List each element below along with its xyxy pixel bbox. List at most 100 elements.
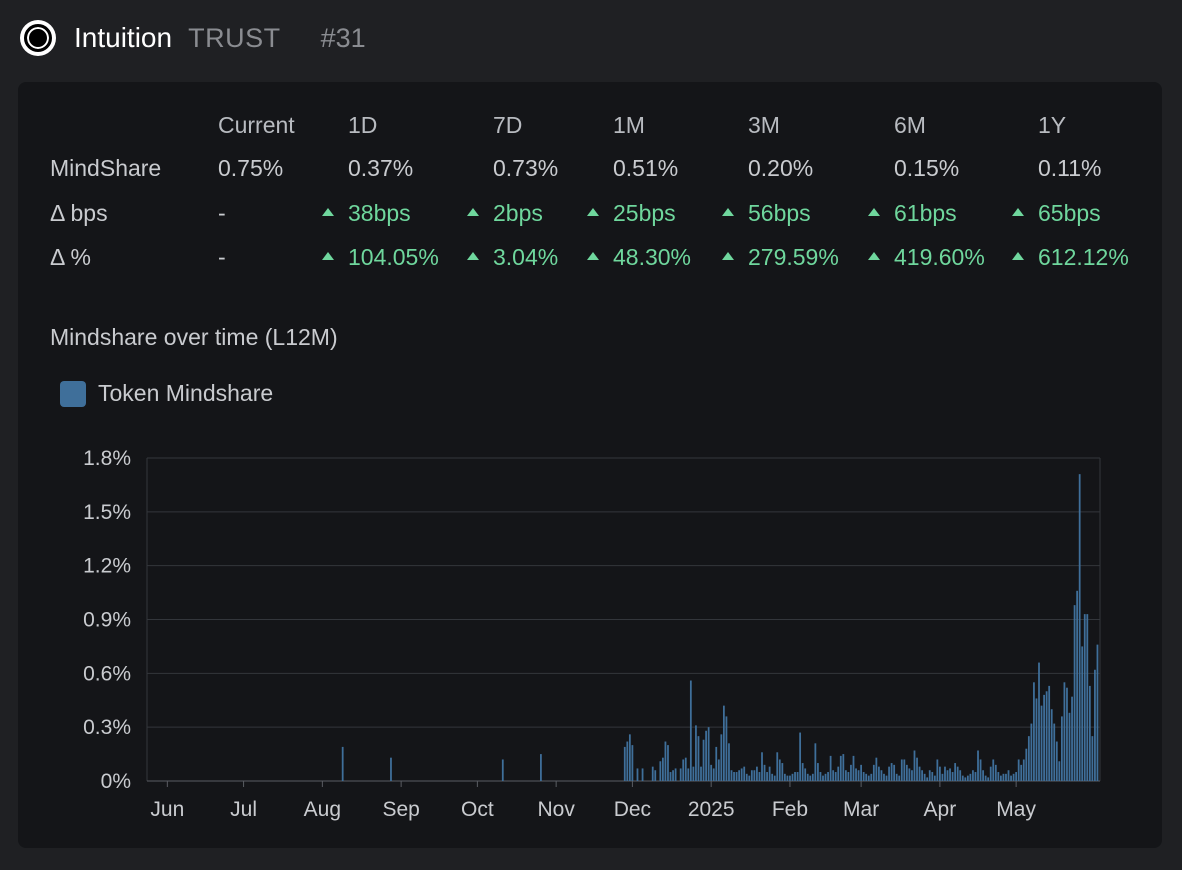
bar[interactable] — [984, 775, 987, 781]
bar[interactable] — [966, 775, 969, 781]
bar[interactable] — [928, 770, 931, 781]
bar[interactable] — [850, 764, 852, 781]
bar[interactable] — [540, 754, 542, 781]
bar[interactable] — [1076, 590, 1079, 781]
bar[interactable] — [1015, 772, 1018, 781]
bar[interactable] — [956, 766, 959, 781]
bar[interactable] — [860, 764, 863, 781]
bar[interactable] — [977, 750, 979, 781]
bar[interactable] — [654, 770, 657, 781]
bar[interactable] — [908, 768, 911, 781]
bar[interactable] — [832, 770, 835, 781]
bar[interactable] — [1010, 775, 1012, 781]
bar[interactable] — [1063, 682, 1066, 781]
bar[interactable] — [766, 772, 768, 781]
bar[interactable] — [758, 772, 761, 781]
bar[interactable] — [669, 772, 672, 781]
bar[interactable] — [1002, 773, 1005, 781]
bar[interactable] — [794, 772, 796, 781]
bar[interactable] — [628, 734, 631, 781]
bar[interactable] — [817, 763, 819, 781]
mindshare-bar-chart[interactable]: 0% 0.3% 0.6% 0.9% 1.2% 1.5% 1.8% Jun Jul Aug Sep Oc… — [18, 82, 1162, 848]
bar[interactable] — [692, 766, 695, 781]
bar[interactable] — [1096, 644, 1099, 781]
legend-label[interactable]: Token Mindshare — [98, 380, 274, 406]
bar[interactable] — [939, 766, 941, 781]
bar[interactable] — [743, 766, 746, 781]
bar[interactable] — [875, 757, 878, 781]
bar[interactable] — [911, 770, 913, 781]
bar[interactable] — [870, 773, 873, 781]
bar[interactable] — [857, 770, 860, 781]
bar[interactable] — [390, 757, 392, 781]
bar[interactable] — [659, 761, 662, 781]
bar[interactable] — [893, 764, 896, 781]
chart-legend[interactable]: Token Mindshare — [60, 380, 273, 407]
bar[interactable] — [687, 768, 690, 781]
bar[interactable] — [969, 773, 972, 781]
bar[interactable] — [834, 772, 837, 781]
bar[interactable] — [903, 759, 906, 781]
bar[interactable] — [1025, 748, 1028, 781]
bar[interactable] — [1022, 759, 1025, 781]
bar[interactable] — [1027, 736, 1030, 781]
legend-swatch-icon[interactable] — [60, 380, 86, 407]
bar[interactable] — [837, 766, 840, 781]
bar[interactable] — [756, 766, 758, 781]
bar[interactable] — [781, 763, 784, 781]
bar[interactable] — [636, 768, 639, 781]
bar[interactable] — [1068, 712, 1071, 781]
bar[interactable] — [880, 770, 883, 781]
bar[interactable] — [1071, 696, 1073, 781]
bar[interactable] — [819, 772, 822, 781]
bar[interactable] — [786, 775, 789, 781]
bar[interactable] — [822, 775, 824, 781]
bar[interactable] — [773, 775, 776, 781]
bar[interactable] — [1066, 687, 1068, 781]
bar[interactable] — [1086, 614, 1089, 781]
bar[interactable] — [923, 773, 926, 781]
bar[interactable] — [1045, 691, 1048, 781]
bar[interactable] — [949, 768, 951, 781]
bar[interactable] — [933, 775, 936, 781]
bar[interactable] — [667, 745, 669, 781]
bar[interactable] — [700, 766, 702, 781]
bar[interactable] — [740, 768, 743, 781]
bar[interactable] — [695, 725, 697, 781]
bar[interactable] — [972, 770, 974, 781]
bar[interactable] — [961, 775, 964, 781]
bar[interactable] — [872, 764, 875, 781]
bar[interactable] — [684, 757, 687, 781]
bar[interactable] — [712, 768, 715, 781]
bar[interactable] — [728, 743, 730, 781]
bar[interactable] — [748, 775, 751, 781]
bar[interactable] — [778, 759, 781, 781]
bar[interactable] — [1081, 646, 1084, 781]
bar[interactable] — [814, 743, 817, 781]
bar[interactable] — [501, 759, 504, 781]
bar[interactable] — [979, 759, 982, 781]
asset-name[interactable]: Intuition — [74, 22, 173, 53]
bar[interactable] — [926, 777, 929, 781]
bar[interactable] — [964, 777, 967, 781]
bar[interactable] — [1035, 698, 1038, 781]
bar[interactable] — [679, 768, 682, 781]
bar[interactable] — [1030, 723, 1033, 781]
bar[interactable] — [905, 764, 908, 781]
bar[interactable] — [941, 773, 944, 781]
bar[interactable] — [623, 746, 626, 781]
bar[interactable] — [989, 766, 992, 781]
bar[interactable] — [809, 775, 812, 781]
bar[interactable] — [761, 752, 763, 781]
bar[interactable] — [1017, 759, 1020, 781]
bar[interactable] — [844, 770, 847, 781]
bar[interactable] — [689, 680, 692, 781]
bar[interactable] — [982, 770, 984, 781]
bar[interactable] — [992, 759, 995, 781]
bar[interactable] — [855, 768, 857, 781]
bar[interactable] — [725, 716, 728, 781]
bar[interactable] — [999, 775, 1002, 781]
bar[interactable] — [702, 739, 705, 781]
bar[interactable] — [733, 772, 735, 781]
bar[interactable] — [1073, 605, 1076, 781]
